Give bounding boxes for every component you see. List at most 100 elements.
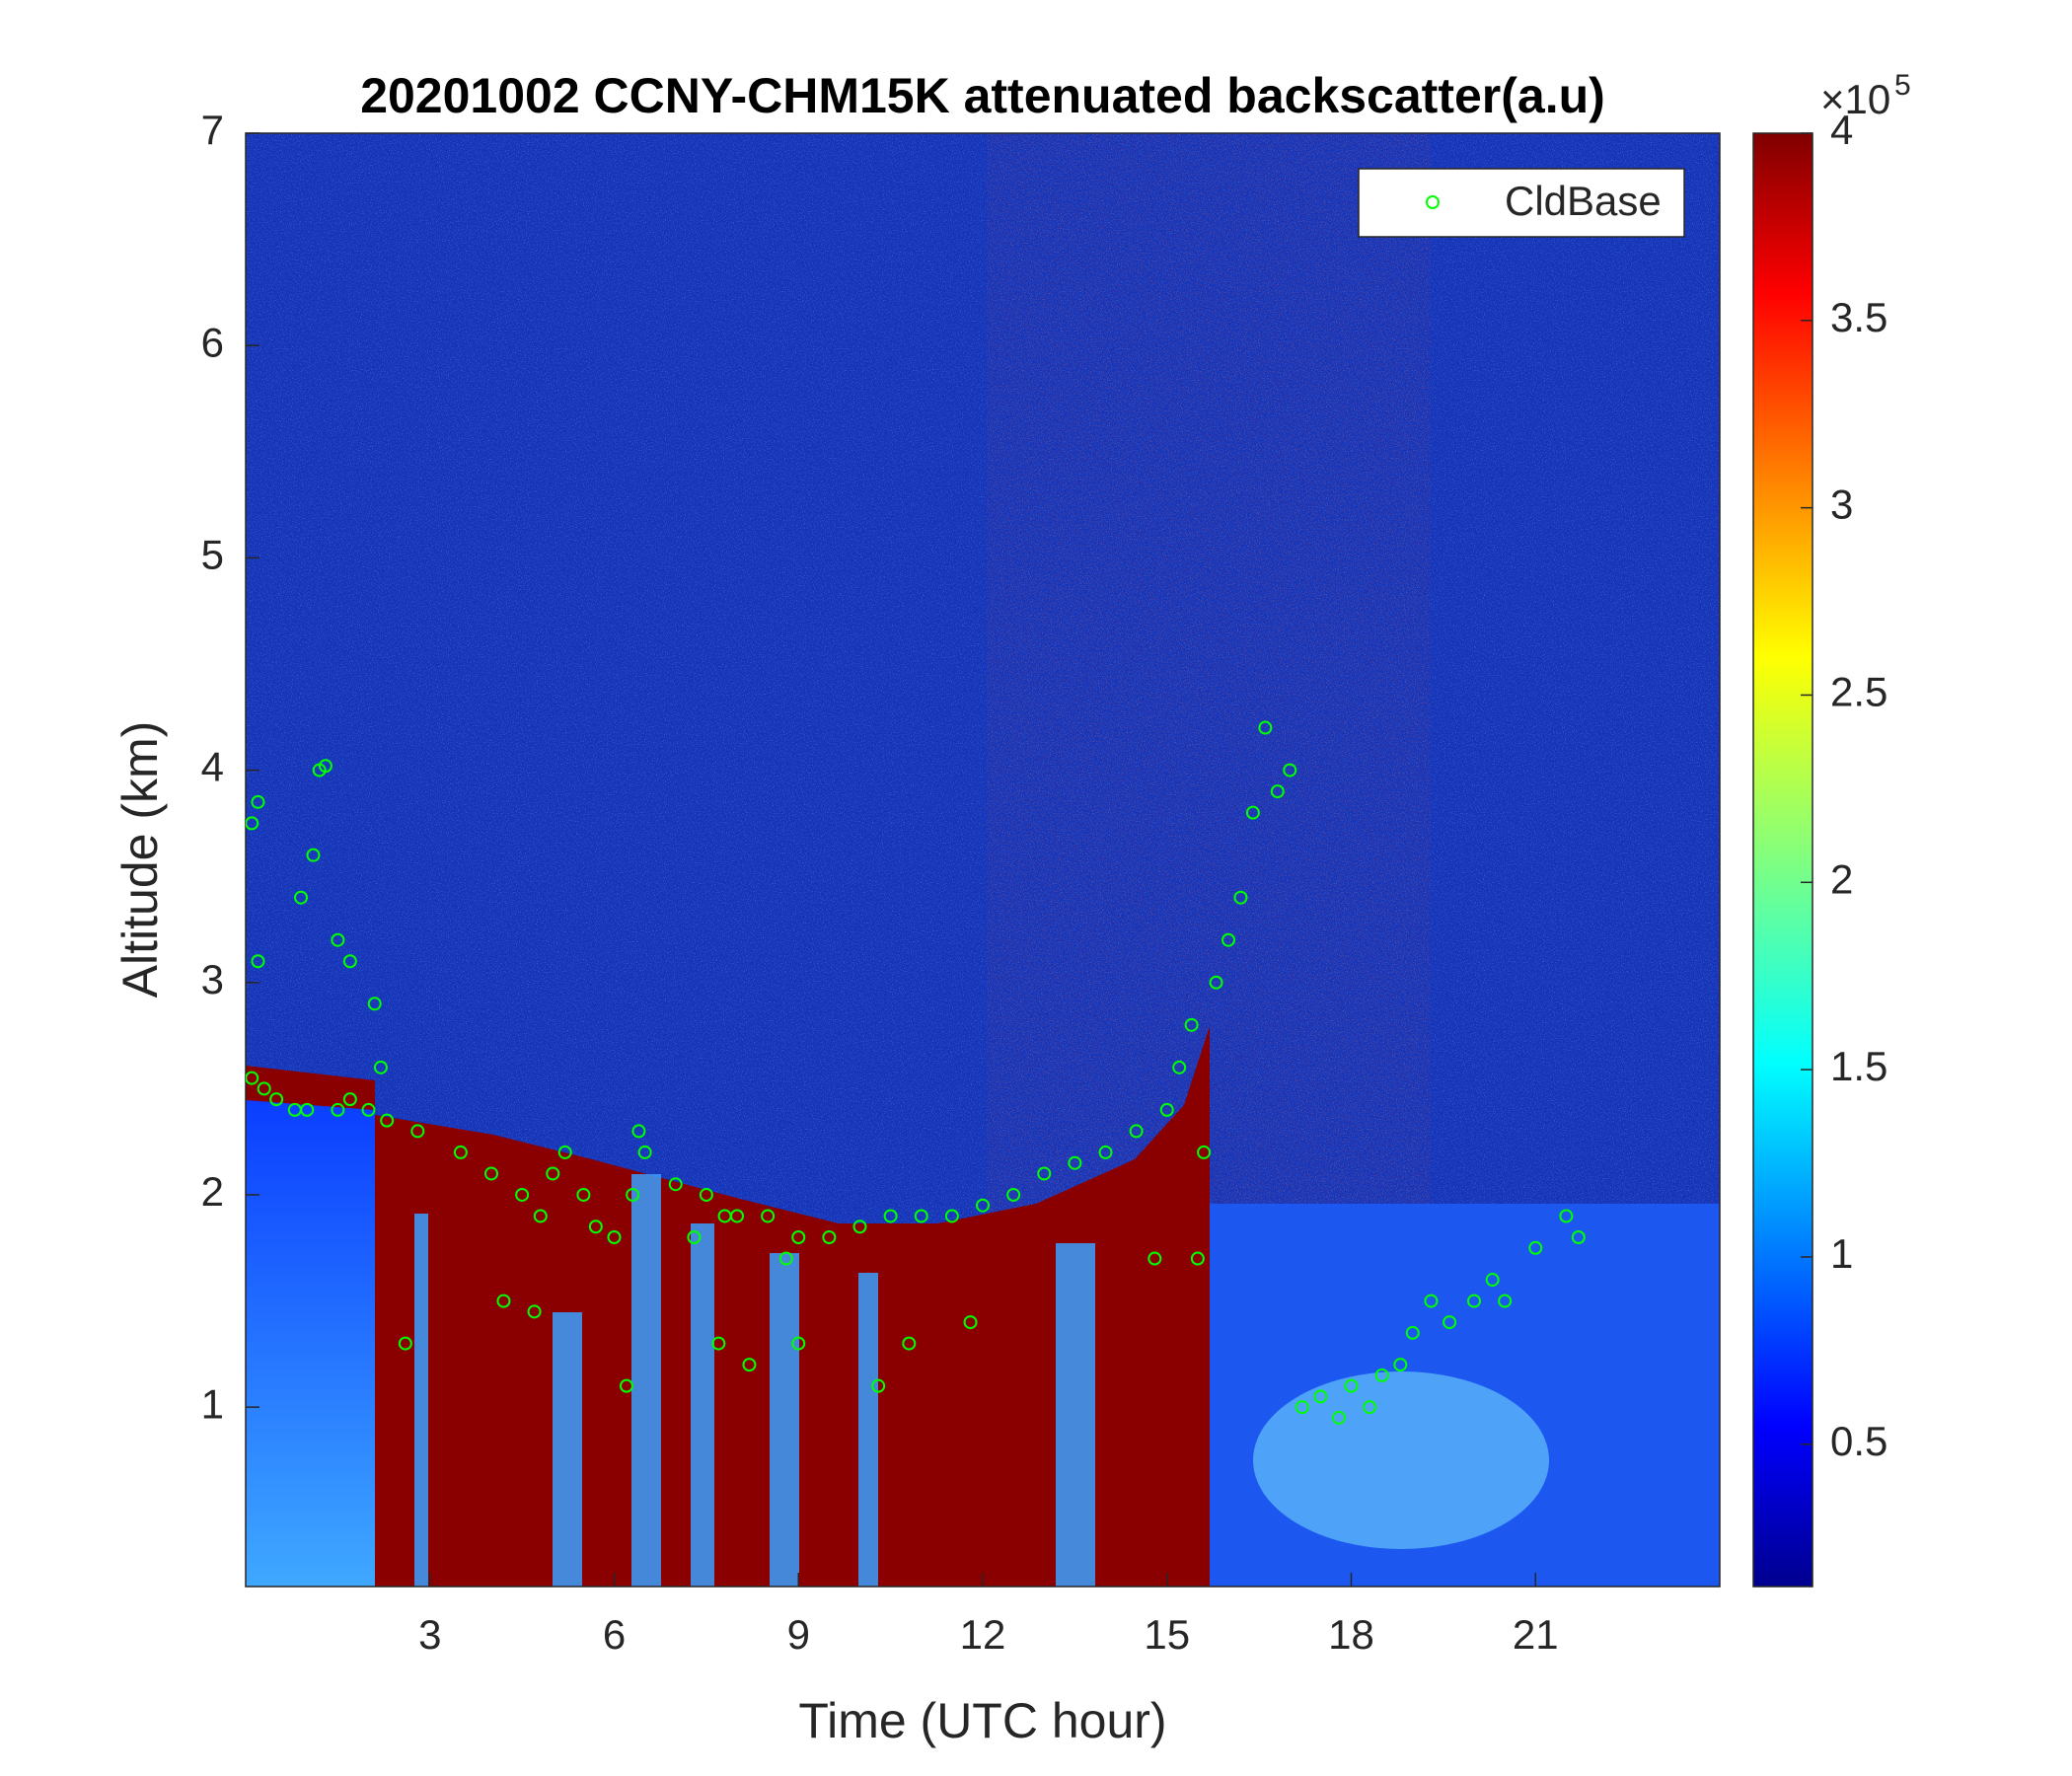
y-tick-label: 6 <box>201 319 224 365</box>
cloud-base-point <box>496 1294 511 1308</box>
cloud-base-point <box>410 1124 425 1139</box>
cloud-base-point <box>1006 1187 1021 1202</box>
cloud-base-point <box>1270 784 1285 799</box>
cloud-base-point <box>626 1187 640 1202</box>
x-tick-label: 18 <box>1328 1611 1374 1658</box>
cloud-base-point <box>871 1378 886 1393</box>
cloud-base-point <box>1393 1358 1408 1372</box>
cloud-base-point <box>1147 1251 1162 1266</box>
cloud-base-point <box>883 1209 898 1223</box>
cloud-base-point <box>331 932 345 947</box>
cloud-base-point <box>902 1336 917 1351</box>
cloud-base-point <box>791 1336 806 1351</box>
cloud-base-point <box>1571 1230 1586 1245</box>
backscatter-image <box>246 133 1720 1587</box>
cloud-base-point <box>778 1251 793 1266</box>
cloud-base-point <box>533 1209 548 1223</box>
cloud-base-point <box>1485 1273 1500 1288</box>
colorbar-tick-label: 1 <box>1830 1230 1853 1277</box>
cloud-base-point <box>742 1358 757 1372</box>
cloud-base-point <box>1559 1209 1574 1223</box>
cloud-base-point <box>1344 1378 1359 1393</box>
y-tick-label: 2 <box>201 1168 224 1215</box>
y-tick-label: 4 <box>201 744 224 790</box>
cloud-base-point <box>637 1145 652 1159</box>
colorbar-tick-label: 2 <box>1830 855 1853 902</box>
cloud-base-point <box>914 1209 928 1223</box>
x-tick-label: 12 <box>960 1611 1006 1658</box>
x-tick-label: 6 <box>603 1611 626 1658</box>
cloud-base-point <box>668 1177 683 1192</box>
cloud-base-point <box>1184 1017 1199 1032</box>
cloud-base-point <box>318 759 333 774</box>
colorbar-tick-label: 4 <box>1830 107 1853 153</box>
cloud-base-point <box>1098 1145 1113 1159</box>
cloud-base-point <box>269 1092 284 1107</box>
colorbar-tick-label: 3.5 <box>1830 294 1887 340</box>
colorbar-tick-label: 0.5 <box>1830 1418 1887 1464</box>
colorbar-exponent: 5 <box>1894 69 1911 102</box>
cloud-base-point <box>1363 1400 1377 1415</box>
cloud-base-point <box>453 1145 468 1159</box>
colorbar-tick-label: 3 <box>1830 481 1853 528</box>
colorbar-tick-label: 1.5 <box>1830 1043 1887 1089</box>
cloud-base-point <box>1172 1060 1187 1074</box>
y-tick-label: 1 <box>201 1380 224 1427</box>
cloud-base-point <box>373 1060 388 1074</box>
y-tick-label: 5 <box>201 531 224 577</box>
cloud-base-point <box>246 1071 259 1085</box>
cloud-base-point <box>822 1230 837 1245</box>
x-axis-label: Time (UTC hour) <box>798 1693 1166 1748</box>
cloud-base-point <box>300 1102 315 1117</box>
cloud-base-point <box>331 1102 345 1117</box>
x-tick-label: 15 <box>1144 1611 1190 1658</box>
cloud-base-point <box>976 1198 990 1213</box>
cloud-base-point <box>294 890 309 905</box>
cloud-base-point <box>852 1220 867 1234</box>
cloud-base-point <box>1295 1400 1309 1415</box>
x-tick-label: 21 <box>1513 1611 1559 1658</box>
legend-box <box>1358 168 1685 238</box>
cloud-base-point <box>1037 1166 1052 1181</box>
cloud-base-point <box>367 997 382 1011</box>
x-tick-label: 9 <box>787 1611 810 1658</box>
cloud-base-point <box>484 1166 498 1181</box>
cloud-base-point <box>361 1102 376 1117</box>
cloud-base-point <box>557 1145 572 1159</box>
colorbar-multiplier: ×10 <box>1820 76 1890 122</box>
cloud-base-point <box>342 1092 357 1107</box>
cloud-base-point <box>711 1336 726 1351</box>
cloud-base-point <box>761 1209 776 1223</box>
cloud-base-point <box>515 1187 530 1202</box>
x-tick-label: 3 <box>418 1611 441 1658</box>
cloud-base-point <box>1467 1294 1481 1308</box>
cloud-base-point <box>306 848 321 862</box>
series <box>246 720 1586 1425</box>
chart-title: 20201002 CCNY-CHM15K attenuated backscat… <box>360 68 1605 123</box>
cloud-base-point <box>1209 975 1223 990</box>
cloud-base-point <box>1498 1294 1513 1308</box>
cloud-base-point <box>257 1081 271 1096</box>
cloud-base-point <box>631 1124 646 1139</box>
cloud-base-point <box>1159 1102 1174 1117</box>
y-tick-label: 7 <box>201 107 224 153</box>
cloud-base-point <box>1129 1124 1144 1139</box>
cloud-base-point <box>791 1230 806 1245</box>
legend-marker <box>1426 195 1440 209</box>
cloud-base-point <box>1424 1294 1439 1308</box>
cloud-base-point <box>546 1166 560 1181</box>
cloud-base-point <box>944 1209 959 1223</box>
cloud-base-point <box>1068 1155 1082 1170</box>
cloud-base-point <box>1283 763 1297 777</box>
cloud-base-point <box>1443 1315 1457 1330</box>
cloud-base-point <box>1190 1251 1205 1266</box>
y-tick-label: 3 <box>201 956 224 1002</box>
cloud-base-point <box>687 1230 702 1245</box>
cloud-base-point <box>398 1336 412 1351</box>
cloud-base-point <box>527 1304 542 1319</box>
colorbar <box>1752 132 1813 1588</box>
cloud-base-point <box>1374 1368 1389 1382</box>
legend-label: CldBase <box>1505 178 1662 224</box>
cloud-base-point <box>1258 720 1273 735</box>
